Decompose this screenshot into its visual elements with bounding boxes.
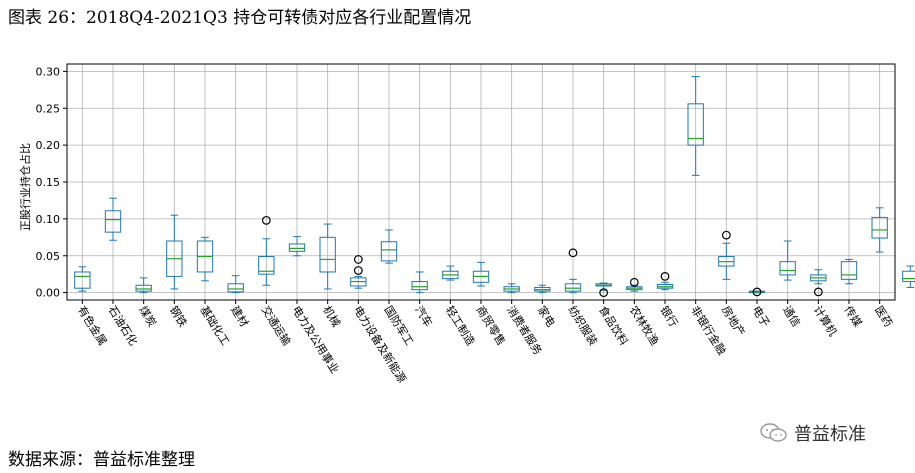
box-商贸零售 <box>472 261 490 287</box>
box-农林牧渔 <box>626 277 643 292</box>
outlier-point <box>261 215 271 225</box>
iqr-box <box>871 216 888 239</box>
iqr-box <box>288 243 306 252</box>
box-电子 <box>748 287 766 297</box>
x-tick-label: 传媒 <box>841 304 864 330</box>
x-tick-label: 计算机 <box>811 303 840 338</box>
y-axis-label: 正股行业持仓占比 <box>18 143 32 231</box>
x-tick-label: 纺织服装 <box>565 303 600 348</box>
outlier-point <box>660 272 670 281</box>
box-家电 <box>534 284 551 294</box>
x-tick-label: 煤炭 <box>136 304 159 330</box>
box-煤炭 <box>135 277 152 294</box>
x-tick-label: 汽车 <box>412 303 436 329</box>
x-tick-label: 石油石化 <box>105 303 140 348</box>
iqr-box <box>380 241 398 262</box>
iqr-box <box>564 283 582 292</box>
iqr-box <box>319 236 336 273</box>
iqr-box <box>411 281 428 291</box>
y-tick-label: 0.15 <box>36 176 61 189</box>
box-undefined <box>902 265 915 288</box>
box-有色金属 <box>74 266 91 292</box>
y-tick-label: 0.30 <box>36 65 61 78</box>
x-tick-label: 建材 <box>228 303 252 329</box>
iqr-box <box>258 255 275 275</box>
y-tick-label: 0.00 <box>36 287 61 300</box>
iqr-box <box>687 103 704 146</box>
x-tick-label: 农林牧渔 <box>627 303 662 348</box>
box-电力设备及新能源 <box>350 255 367 289</box>
iqr-box <box>840 261 858 280</box>
box-食品饮料 <box>595 282 612 298</box>
x-tick-label: 房地产 <box>719 303 748 338</box>
watermark-text: 普益标准 <box>794 424 866 445</box>
box-钢铁 <box>166 214 183 290</box>
box-交通运输 <box>258 215 275 286</box>
box-纺织服装 <box>564 248 582 294</box>
box-汽车 <box>411 271 428 294</box>
iqr-box <box>902 270 915 283</box>
source-note: 数据来源：普益标准整理 <box>8 450 195 470</box>
box-房地产 <box>718 230 735 280</box>
x-tick-label: 家电 <box>535 303 559 329</box>
box-机械 <box>319 223 336 290</box>
iqr-box <box>779 261 796 276</box>
x-tick-label: 通信 <box>780 304 803 330</box>
iqr-box <box>74 271 91 289</box>
box-基础化工 <box>196 236 214 282</box>
box-银行 <box>656 272 674 291</box>
x-tick-label: 钢铁 <box>167 304 190 330</box>
x-tick-label: 银行 <box>657 303 681 329</box>
grid-layer <box>67 64 895 300</box>
box-医药 <box>871 207 888 253</box>
outlier-point <box>629 277 639 287</box>
outlier-point <box>353 266 363 275</box>
box-建材 <box>227 275 244 294</box>
watermark: 普益标准 <box>760 421 866 445</box>
box-非银行金融 <box>687 76 704 176</box>
box-通信 <box>779 240 796 281</box>
box-石油石化 <box>104 197 122 241</box>
y-tick-label: 0.05 <box>36 250 61 263</box>
outlier-point <box>721 230 731 240</box>
x-tick-label: 食品饮料 <box>596 303 631 348</box>
figure-title: 图表 26：2018Q4-2021Q3 持仓可转债对应各行业配置情况 <box>8 8 472 28</box>
iqr-box <box>227 283 244 293</box>
box-国防军工 <box>380 229 398 264</box>
outlier-point <box>599 288 609 298</box>
box-轻工制造 <box>442 265 459 281</box>
wechat-icon <box>760 423 787 442</box>
x-tick-label: 国防军工 <box>381 303 416 348</box>
x-tick-label: 电子 <box>749 304 772 330</box>
box-电力及公用事业 <box>288 236 306 257</box>
x-tick-label: 商贸零售 <box>473 303 508 348</box>
box-消费者服务 <box>503 283 520 294</box>
x-tick-label: 医药 <box>872 304 895 330</box>
box-计算机 <box>810 269 827 297</box>
box-layer <box>74 76 915 298</box>
x-tick-label: 交通运输 <box>259 303 294 348</box>
x-tick-label: 机械 <box>320 303 344 329</box>
outlier-point <box>752 287 762 297</box>
y-tick-label: 0.10 <box>36 213 61 226</box>
outlier-point <box>813 287 823 297</box>
x-tick-label: 基础化工 <box>197 303 232 348</box>
box-传媒 <box>840 258 858 285</box>
outlier-point <box>568 248 578 258</box>
outlier-point <box>353 255 363 264</box>
y-tick-label: 0.25 <box>36 102 61 115</box>
x-tick-label: 有色金属 <box>75 303 110 348</box>
x-tick-label: 轻工制造 <box>443 303 478 348</box>
iqr-box <box>104 210 122 233</box>
iqr-box <box>135 284 152 292</box>
y-tick-label: 0.20 <box>36 139 61 152</box>
